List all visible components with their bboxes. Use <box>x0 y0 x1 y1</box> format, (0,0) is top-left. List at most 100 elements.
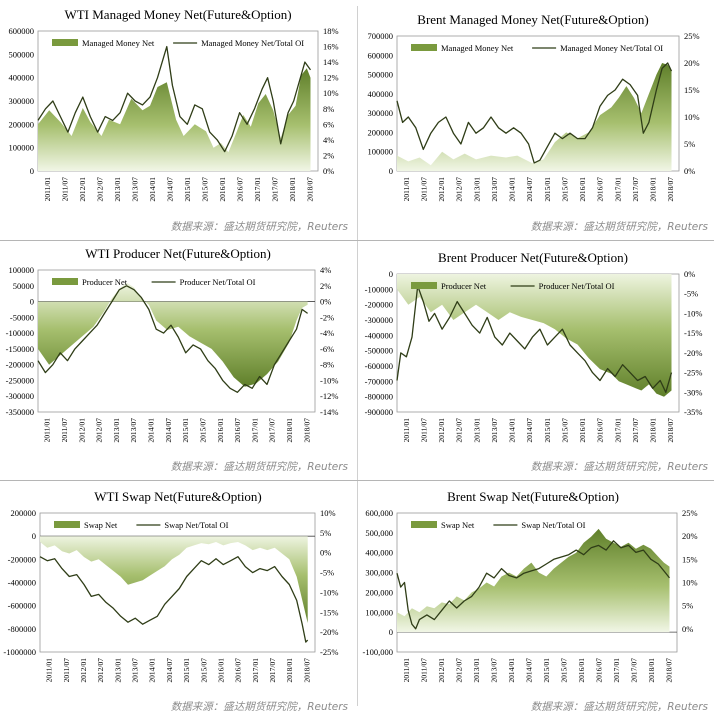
right-tick-label: 25% <box>684 31 700 41</box>
x-tick-label: 2018/01 <box>649 418 658 443</box>
x-tick-label: 2013/01 <box>472 658 481 683</box>
x-tick-label: 2012/07 <box>455 177 464 202</box>
x-tick-label: 2015/01 <box>183 177 192 202</box>
left-tick-label: 500,000 <box>365 528 393 538</box>
x-tick-label: 2013/07 <box>129 418 138 443</box>
chart-title: WTI Swap Net(Future&Option) <box>94 489 262 504</box>
legend-label-area: Swap Net <box>441 520 475 530</box>
left-tick-label: 100000 <box>9 143 35 153</box>
x-tick-label: 2012/07 <box>455 418 464 443</box>
x-tick-label: 2014/01 <box>148 177 157 202</box>
right-tick-label: -15% <box>320 607 338 617</box>
legend-label-line: Managed Money Net/Total OI <box>560 43 663 53</box>
right-tick-label: 2% <box>323 150 334 160</box>
x-tick-label: 2016/01 <box>577 658 586 683</box>
left-tick-label: -50000 <box>10 312 34 322</box>
area-series <box>397 63 672 171</box>
right-tick-label: 0% <box>323 166 334 176</box>
left-tick-label: 200000 <box>9 119 35 129</box>
right-tick-label: 8% <box>323 104 334 114</box>
right-tick-label: -4% <box>320 328 334 338</box>
source-note-4: 数据来源：盛达期货研究院，Reuters <box>530 461 708 473</box>
right-tick-label: 5% <box>320 528 331 538</box>
x-tick-label: 2017/07 <box>268 658 277 683</box>
x-tick-label: 2017/07 <box>629 658 638 683</box>
x-tick-label: 2014/07 <box>165 658 174 683</box>
ratio-line-series <box>37 45 312 153</box>
source-note-6: 数据来源：盛达期货研究院，Reuters <box>530 701 708 713</box>
left-tick-label: -100000 <box>6 328 34 338</box>
right-tick-label: 0% <box>682 624 693 634</box>
left-tick-label: 0 <box>32 531 36 541</box>
x-tick-label: 2017/01 <box>251 658 260 683</box>
legend-label-area: Managed Money Net <box>441 43 514 53</box>
chart-panel-3: WTI Producer Net(Future&Option) -350000 -3… <box>6 246 339 443</box>
x-tick-label: 2018/07 <box>666 177 675 202</box>
x-tick-label: 2018/01 <box>647 658 656 683</box>
right-tick-label: -5% <box>684 289 698 299</box>
x-tick-label: 2015/07 <box>559 658 568 683</box>
x-tick-label: 2018/01 <box>285 658 294 683</box>
left-tick-label: 500000 <box>368 70 394 80</box>
right-tick-label: -2% <box>320 312 334 322</box>
x-tick-label: 2017/07 <box>631 177 640 202</box>
right-tick-label: -15% <box>684 328 702 338</box>
row-separator-2 <box>0 480 714 481</box>
right-tick-label: -35% <box>684 407 702 417</box>
right-tick-label: -10% <box>320 587 338 597</box>
x-tick-label: 2013/01 <box>113 177 122 202</box>
left-tick-label: 100000 <box>9 265 35 275</box>
source-note-2: 数据来源：盛达期货研究院，Reuters <box>530 221 708 233</box>
left-tick-label: 600000 <box>9 26 35 36</box>
left-tick-label: -250000 <box>6 375 34 385</box>
x-tick-label: 2018/07 <box>666 418 675 443</box>
left-tick-label: -300000 <box>365 315 393 325</box>
right-tick-label: 20% <box>684 58 700 68</box>
x-tick-label: 2011/07 <box>62 658 71 683</box>
left-tick-label: -800000 <box>365 392 393 402</box>
x-tick-label: 2017/01 <box>253 177 262 202</box>
x-tick-label: 2015/07 <box>200 177 209 202</box>
right-tick-label: 0% <box>320 548 331 558</box>
left-tick-label: -350000 <box>6 407 34 417</box>
source-note-5: 数据来源：盛达期货研究院，Reuters <box>170 701 348 713</box>
ratio-line-series <box>396 285 673 393</box>
chart-title: Brent Producer Net(Future&Option) <box>438 250 628 265</box>
x-tick-label: 2014/07 <box>524 658 533 683</box>
x-tick-label: 2018/07 <box>302 658 311 683</box>
chart-title: Brent Swap Net(Future&Option) <box>447 489 619 504</box>
left-tick-label: 400,000 <box>365 548 393 558</box>
x-tick-label: 2012/01 <box>437 177 446 202</box>
x-tick-label: 2015/07 <box>560 418 569 443</box>
x-tick-label: 2015/01 <box>543 177 552 202</box>
x-tick-label: 2016/07 <box>234 658 243 683</box>
left-tick-label: -300000 <box>6 391 34 401</box>
x-tick-label: 2014/01 <box>147 418 156 443</box>
left-tick-label: 300000 <box>368 108 394 118</box>
legend-swatch-area <box>411 521 437 528</box>
legend-label-line: Swap Net/Total OI <box>521 520 585 530</box>
legend-swatch-area <box>52 278 78 285</box>
left-tick-label: 0 <box>389 166 393 176</box>
left-tick-label: 300000 <box>9 96 35 106</box>
x-tick-label: 2016/01 <box>578 177 587 202</box>
x-tick-label: 2018/01 <box>288 177 297 202</box>
x-tick-label: 2013/07 <box>490 177 499 202</box>
right-tick-label: -14% <box>320 407 338 417</box>
x-tick-label: 2011/07 <box>419 658 428 683</box>
right-tick-label: 10% <box>323 88 339 98</box>
x-tick-label: 2013/07 <box>131 658 140 683</box>
x-tick-label: 2016/01 <box>218 177 227 202</box>
left-tick-label: -150000 <box>6 344 34 354</box>
right-tick-label: 15% <box>684 85 700 95</box>
legend-swatch-area <box>52 39 78 46</box>
x-tick-label: 2012/01 <box>77 418 86 443</box>
right-tick-label: -20% <box>320 627 338 637</box>
x-tick-label: 2017/01 <box>612 658 621 683</box>
x-tick-label: 2014/01 <box>148 658 157 683</box>
x-tick-label: 2013/07 <box>130 177 139 202</box>
left-tick-label: 700000 <box>368 31 394 41</box>
right-tick-label: 10% <box>682 578 698 588</box>
right-tick-label: 5% <box>682 601 693 611</box>
